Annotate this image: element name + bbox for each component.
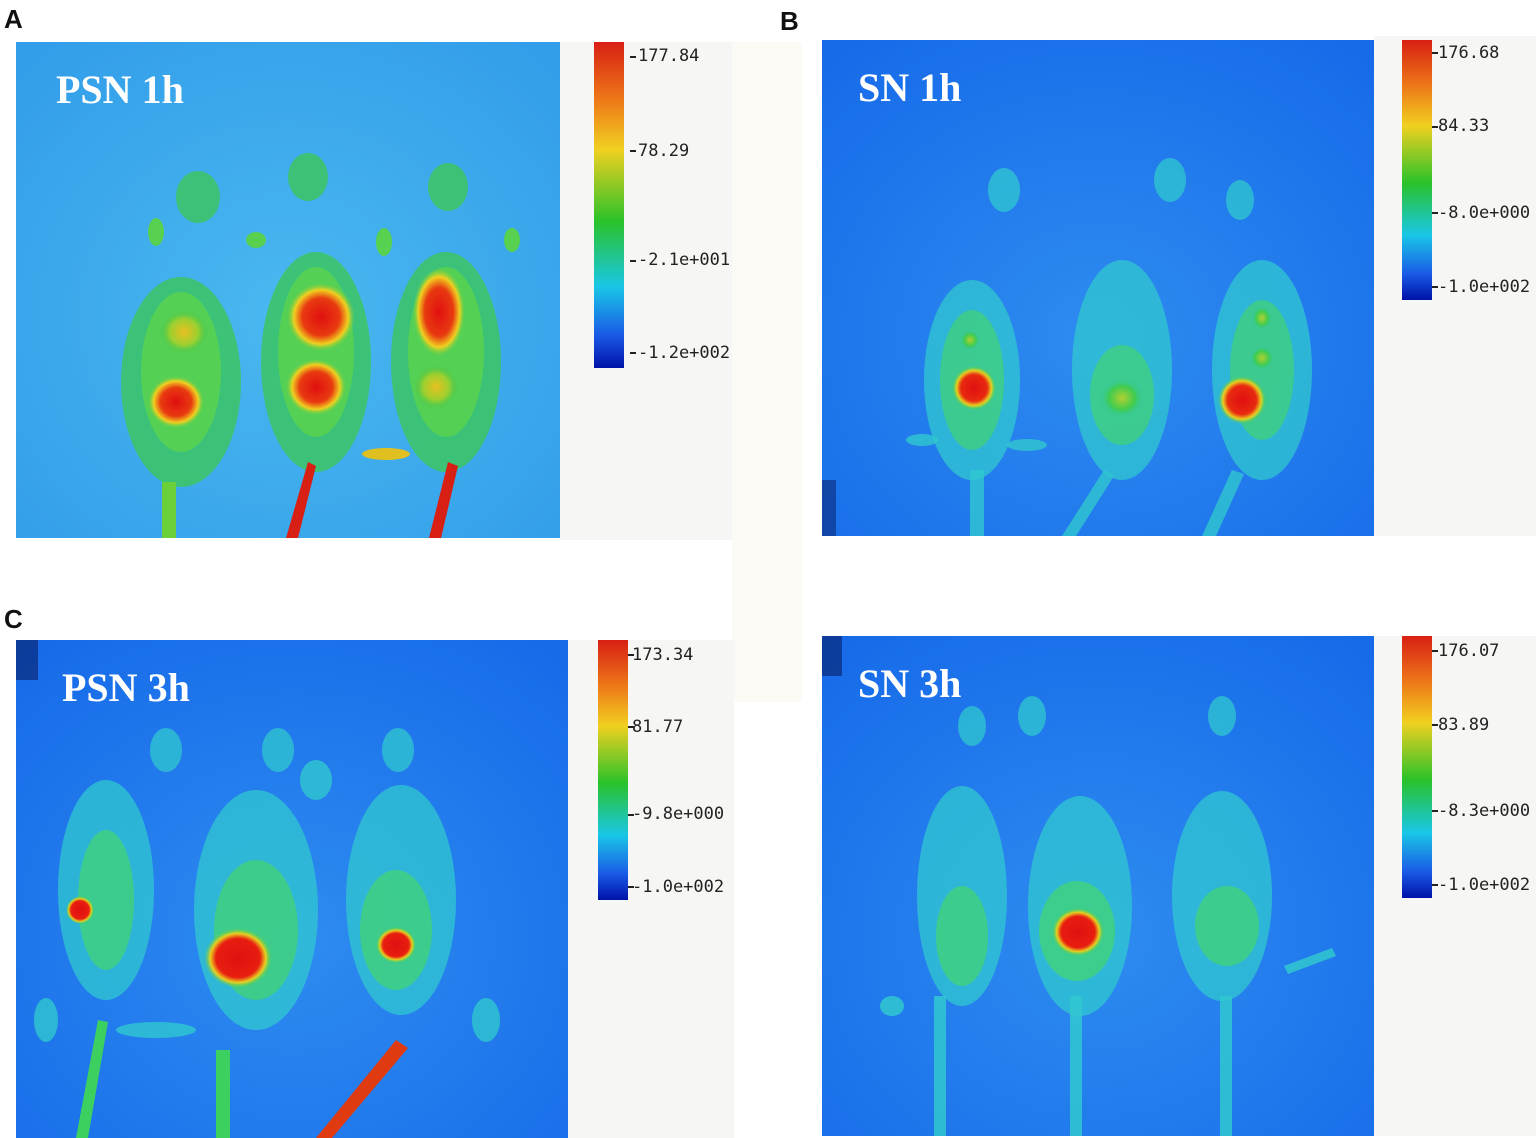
panel-label-a: A	[4, 4, 23, 34]
scale-max-label: 176.07	[1438, 641, 1500, 661]
fluorescence-image-psn-3h: PSN 3h	[16, 640, 568, 1138]
scale-label: 78.29	[638, 141, 690, 161]
scale-min-label: -1.2e+002	[638, 343, 731, 363]
color-scale-bar	[1402, 636, 1432, 898]
scale-max-label: 177.84	[638, 46, 700, 66]
panel-label-c: C	[4, 604, 23, 634]
scale-label: 84.33	[1438, 116, 1490, 136]
color-scale-bar	[598, 640, 628, 900]
scale-max-label: 173.34	[632, 645, 694, 665]
scale-label: -8.3e+000	[1438, 801, 1531, 821]
fluorescence-image-sn-3h: SN 3h	[822, 636, 1374, 1136]
color-scale-bar	[1402, 40, 1432, 300]
fluorescence-image-psn-1h: PSN 1h	[16, 42, 560, 538]
scale-background	[1374, 36, 1536, 536]
scale-label: -9.8e+000	[632, 804, 725, 824]
scale-background	[568, 640, 734, 1138]
scale-min-label: -1.0e+002	[632, 877, 725, 897]
panel-title: SN 3h	[858, 661, 962, 706]
panel-title: SN 1h	[858, 65, 962, 110]
panel-label-b: B	[780, 6, 799, 36]
scale-max-label: 176.68	[1438, 43, 1500, 63]
scale-label: 81.77	[632, 717, 684, 737]
panel-title: PSN 1h	[56, 67, 184, 112]
scale-background	[560, 42, 732, 540]
scale-label: -2.1e+001	[638, 250, 731, 270]
scale-label: 83.89	[1438, 715, 1490, 735]
panel-title: PSN 3h	[62, 665, 190, 710]
scale-min-label: -1.0e+002	[1438, 277, 1531, 297]
scale-min-label: -1.0e+002	[1438, 875, 1531, 895]
color-scale-bar	[594, 42, 624, 368]
scale-label: -8.0e+000	[1438, 203, 1531, 223]
scale-background	[1374, 636, 1536, 1136]
fluorescence-image-sn-1h: SN 1h	[822, 40, 1374, 536]
scale-background	[732, 42, 802, 702]
